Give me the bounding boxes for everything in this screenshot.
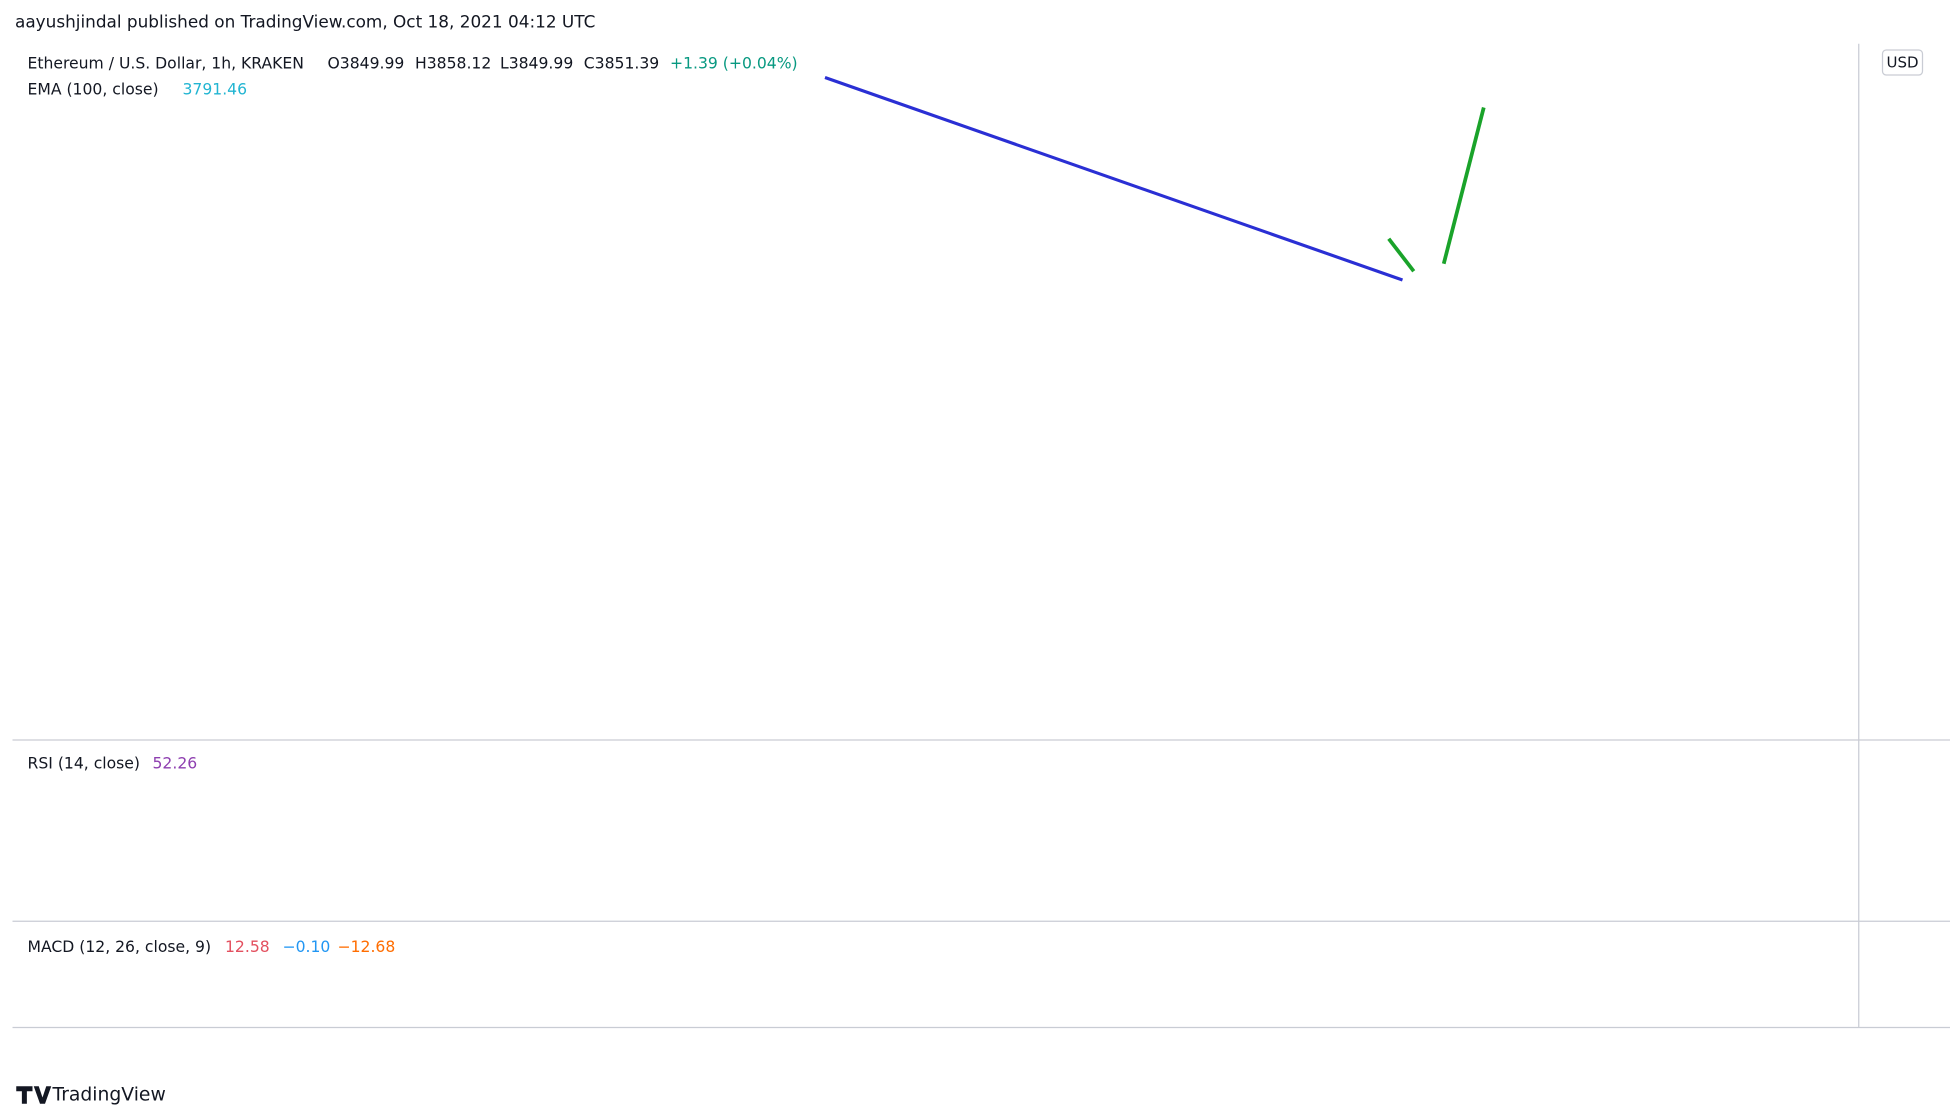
macd-value: −0.10 [283, 938, 331, 956]
ohlc-close: C3851.39 [584, 54, 659, 72]
published-line: aayushjindal published on TradingView.co… [15, 12, 595, 32]
symbol-title: Ethereum / U.S. Dollar, 1h, KRAKEN [28, 54, 304, 72]
rsi-value: 52.26 [153, 754, 198, 772]
ohlc-high: H3858.12 [415, 54, 491, 72]
ohlc-change: +1.39 (+0.04%) [670, 54, 798, 72]
rsi-legend: RSI (14, close) [28, 754, 141, 772]
ohlc-open: O3849.99 [328, 54, 405, 72]
macd-hist-value: 12.58 [225, 938, 270, 956]
logo-mark [16, 1086, 52, 1104]
footer-brand: TradingView [52, 1085, 166, 1106]
signal-value: −12.68 [338, 938, 396, 956]
macd-legend: MACD (12, 26, close, 9) [28, 938, 212, 956]
currency-box [1881, 49, 1924, 76]
frame [12, 43, 1950, 1029]
ema-legend: EMA (100, close) [28, 81, 159, 99]
trend-line [824, 76, 1404, 282]
ohlc-low: L3849.99 [500, 54, 573, 72]
arrow-up-leg [1441, 107, 1486, 265]
drawings [824, 76, 1486, 282]
arrow-down-leg [1387, 237, 1416, 273]
ema-value: 3791.46 [183, 81, 248, 99]
currency: USD [1886, 54, 1918, 72]
footer-logo: TradingView [16, 1085, 166, 1106]
